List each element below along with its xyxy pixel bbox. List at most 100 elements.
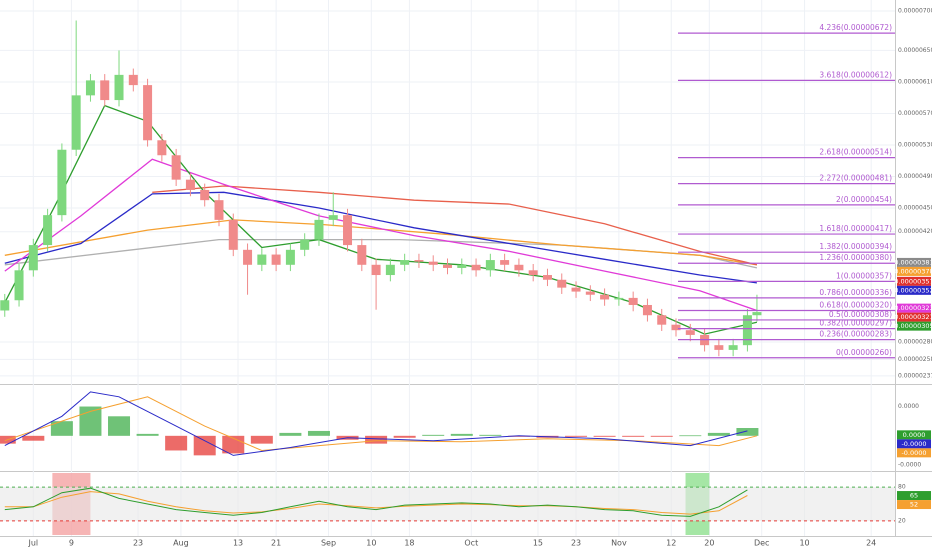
price-tag-label: 0.00000352 xyxy=(894,286,932,294)
y-tick-label: 0.00000280 xyxy=(898,339,932,346)
x-tick-label: Aug xyxy=(173,539,189,548)
candle-body xyxy=(200,189,210,201)
price-tag-box xyxy=(897,491,931,501)
fib-label: 4.236(0.00000672) xyxy=(819,23,892,32)
price-tag-label: 0.00000305 xyxy=(894,322,932,330)
y-tick-label: 20 xyxy=(898,517,906,524)
candle-body xyxy=(185,179,195,190)
candle-body xyxy=(600,294,610,300)
candle-body xyxy=(500,260,510,265)
fib-label: 1.236(0.00000380) xyxy=(819,253,892,262)
indicator-line xyxy=(4,391,748,456)
x-tick-label: 10 xyxy=(366,539,376,548)
y-tick-label: 80 xyxy=(898,484,906,491)
price-tag-label: 0.00000323 xyxy=(894,304,932,312)
macd-histogram-bar xyxy=(307,430,330,436)
x-tick-label: 13 xyxy=(233,539,243,548)
indicator-line xyxy=(4,191,757,284)
y-tick-label: 0.00000420 xyxy=(898,228,932,235)
candle-body xyxy=(71,95,81,150)
macd-histogram-bar xyxy=(250,435,273,444)
x-tick-label: 20 xyxy=(704,539,714,548)
x-tick-label: 18 xyxy=(404,539,414,548)
candle-body xyxy=(585,291,595,295)
price-tag: 65 xyxy=(897,491,931,501)
candle-body xyxy=(43,215,53,246)
macd-histogram-bar xyxy=(193,435,216,456)
x-tick-label: 23 xyxy=(571,539,581,548)
candle-body xyxy=(514,264,524,271)
price-tag: 52 xyxy=(897,500,931,510)
candle-body xyxy=(271,254,281,265)
candle-body xyxy=(443,264,452,268)
candle-body xyxy=(571,287,581,292)
candle-body xyxy=(728,345,738,350)
candle-body xyxy=(685,330,695,335)
fib-label: 2(0.00000454) xyxy=(836,195,892,204)
macd-histogram-bar xyxy=(622,435,645,437)
y-tick-label: 0.00000450 xyxy=(898,205,932,212)
y-tick-label: -0.0000 xyxy=(898,462,921,469)
y-tick-label: 0.00000700 xyxy=(898,8,932,15)
candle-body xyxy=(528,270,538,276)
candle-body xyxy=(57,149,67,216)
y-tick-label: 0.00000258 xyxy=(898,356,932,363)
price-tag-label: 0.00000321 xyxy=(894,313,932,321)
x-tick-label: 9 xyxy=(69,539,74,548)
candle-body xyxy=(243,249,253,265)
candle-body xyxy=(228,219,238,250)
candle-body xyxy=(628,297,638,305)
fib-label: 0.5(0.00000308) xyxy=(829,310,892,319)
macd-histogram-bar xyxy=(22,435,45,441)
candle-body xyxy=(742,315,752,346)
fib-label: 1(0.00000357) xyxy=(836,271,892,280)
price-tag: 0.00000323 xyxy=(894,303,932,313)
fib-label: 0(0.00000260) xyxy=(836,348,892,357)
candle-body xyxy=(171,155,181,180)
candle-body xyxy=(671,324,681,331)
x-tick-label: Sep xyxy=(321,539,336,548)
x-tick-label: Oct xyxy=(464,539,478,548)
x-tick-label: 23 xyxy=(133,539,143,548)
candle-body xyxy=(357,245,367,265)
x-tick-label: 21 xyxy=(271,539,281,548)
price-tag-label: 65 xyxy=(910,492,918,500)
price-tag-box xyxy=(897,285,931,295)
price-tag: -0.0000 xyxy=(897,439,931,449)
fib-label: 0.382(0.00000297) xyxy=(819,319,892,328)
y-tick-label: 0.00000570 xyxy=(898,110,932,117)
fib-label: 2.272(0.00000481) xyxy=(819,174,892,183)
price-tag: -0.0000 xyxy=(897,448,931,458)
price-tag-box xyxy=(897,257,931,267)
candle-body xyxy=(257,254,267,265)
price-tag: 0.00000305 xyxy=(894,321,932,331)
candle-body xyxy=(343,215,353,246)
x-tick-label: 10 xyxy=(799,539,809,548)
price-tag-box xyxy=(897,321,931,331)
macd-histogram-bar xyxy=(593,435,616,437)
fib-label: 3.618(0.00000612) xyxy=(819,70,892,79)
price-tag-box xyxy=(897,430,931,440)
candle-body xyxy=(328,215,338,220)
candle-body xyxy=(385,264,395,276)
macd-histogram-bar xyxy=(650,435,673,437)
price-tag: 0.00000381 xyxy=(894,257,932,267)
candle-body xyxy=(300,239,310,250)
indicator-line xyxy=(4,487,748,517)
y-tick-label: 0.00000237 xyxy=(898,372,932,379)
y-tick-label: 0.00000650 xyxy=(898,47,932,54)
indicator-line xyxy=(4,158,758,312)
x-tick-label: Jul xyxy=(27,539,38,548)
fib-label: 0.236(0.00000283) xyxy=(819,330,892,339)
price-tag-box xyxy=(897,276,931,286)
candle-body xyxy=(157,140,167,156)
price-tag-label: 0.00000357 xyxy=(894,277,932,285)
y-tick-label: 0.0000 xyxy=(898,403,919,410)
candle-body xyxy=(614,297,624,300)
candle-body xyxy=(471,264,481,271)
x-tick-label: Nov xyxy=(611,539,627,548)
x-tick-label: Dec xyxy=(754,539,769,548)
candle-body xyxy=(0,300,10,311)
